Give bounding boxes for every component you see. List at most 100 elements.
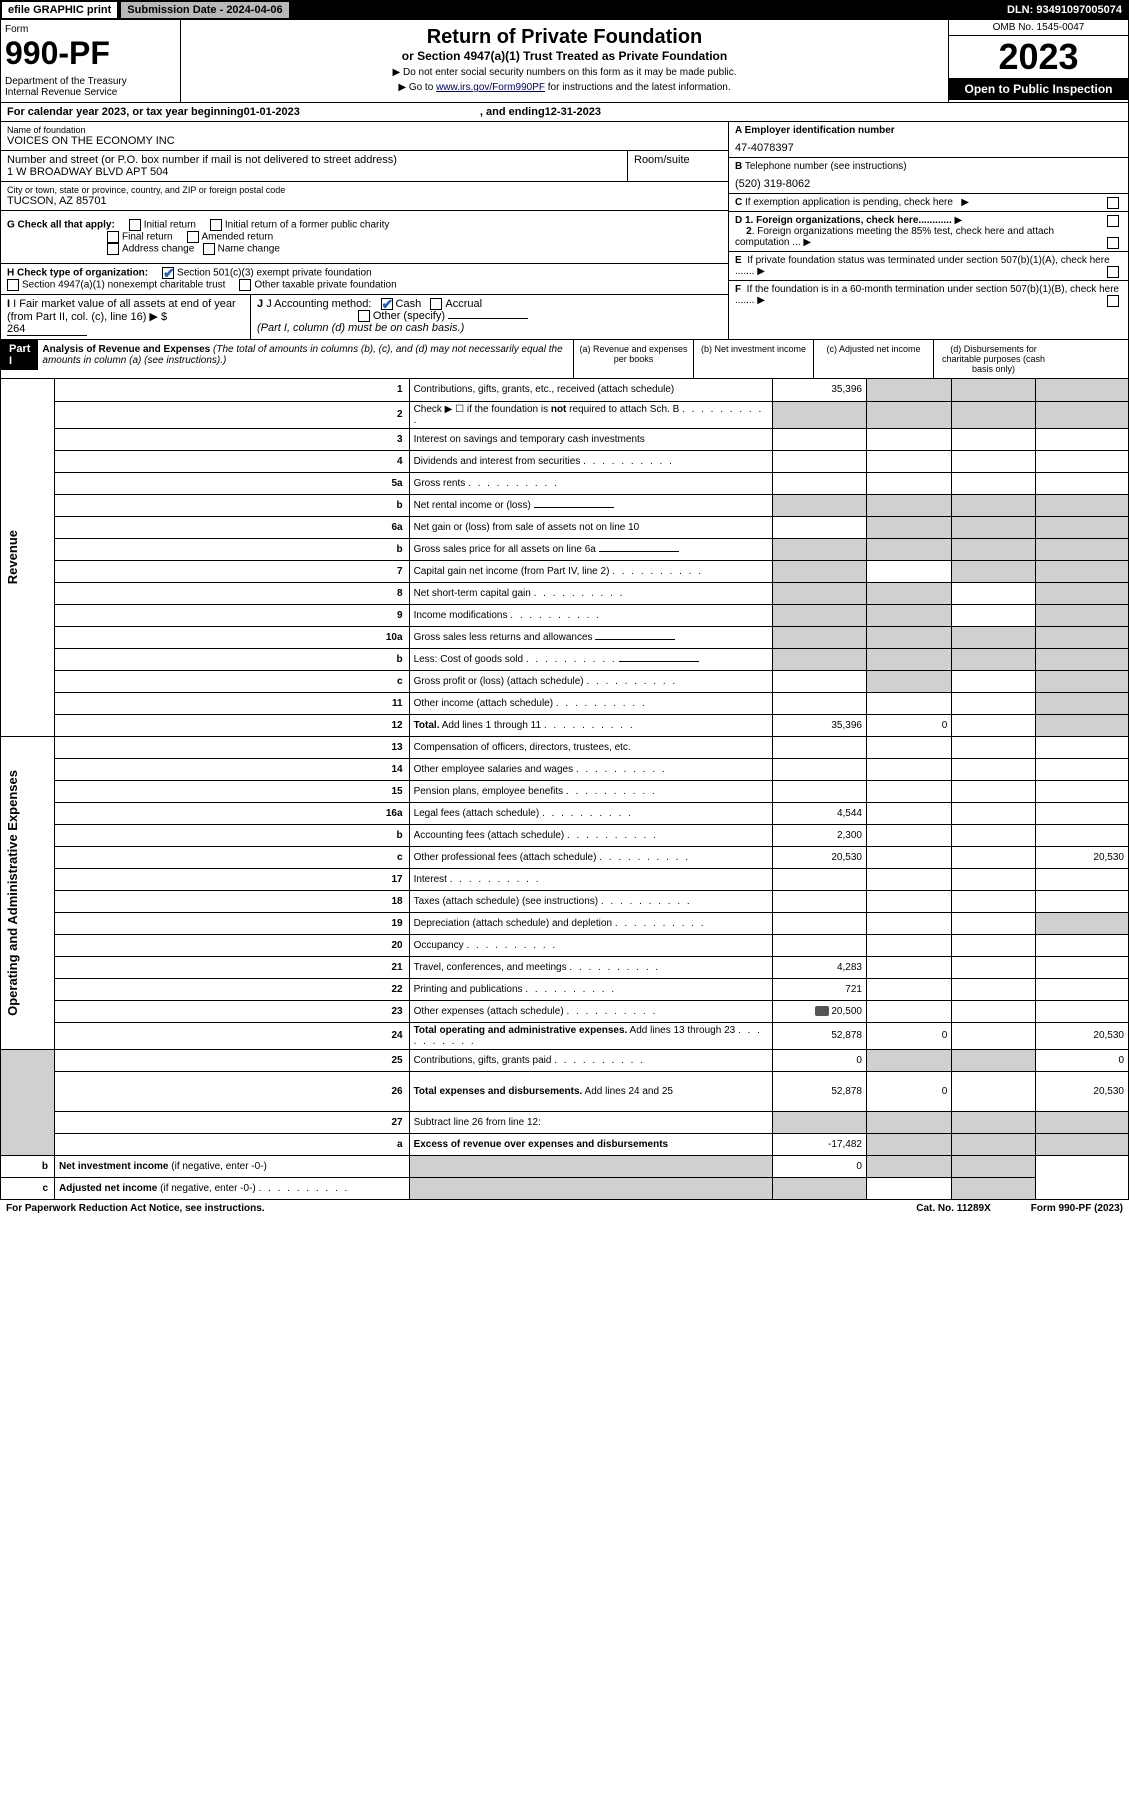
street-address: 1 W BROADWAY BLVD APT 504 — [7, 166, 621, 178]
value-cell — [866, 934, 951, 956]
value-cell — [1035, 401, 1128, 428]
checkbox-name[interactable] — [203, 243, 215, 255]
value-cell — [772, 670, 866, 692]
value-cell — [866, 780, 951, 802]
value-cell — [866, 1155, 951, 1177]
value-cell — [866, 978, 951, 1000]
value-cell: 2,300 — [772, 824, 866, 846]
address-row: Number and street (or P.O. box number if… — [1, 151, 728, 182]
efile-label[interactable]: efile GRAPHIC print — [1, 1, 118, 19]
table-row: 27Subtract line 26 from line 12: — [1, 1111, 1129, 1133]
section-c: C If exemption application is pending, c… — [729, 194, 1128, 212]
value-cell — [1035, 758, 1128, 780]
checkbox-accrual[interactable] — [430, 298, 442, 310]
value-cell — [952, 934, 1036, 956]
checkbox-f[interactable] — [1107, 295, 1119, 307]
value-cell: 0 — [866, 1022, 951, 1049]
value-cell — [1035, 538, 1128, 560]
value-cell — [772, 626, 866, 648]
attachment-icon[interactable] — [815, 1006, 829, 1016]
checkbox-501c3[interactable] — [162, 267, 174, 279]
checkbox-final[interactable] — [107, 231, 119, 243]
row-description: Total operating and administrative expen… — [409, 1022, 772, 1049]
year-end: 12-31-2023 — [545, 106, 601, 118]
irs-link[interactable]: www.irs.gov/Form990PF — [436, 82, 545, 93]
row-number: 22 — [55, 978, 410, 1000]
value-cell — [952, 1000, 1036, 1022]
value-cell — [952, 1133, 1036, 1155]
main-table: Revenue1Contributions, gifts, grants, et… — [0, 379, 1129, 1200]
value-cell — [1035, 670, 1128, 692]
value-cell — [1035, 802, 1128, 824]
row-number: 26 — [55, 1071, 410, 1111]
checkbox-other-method[interactable] — [358, 310, 370, 322]
checkbox-cash[interactable] — [381, 298, 393, 310]
row-description: Other expenses (attach schedule) — [409, 1000, 772, 1022]
value-cell — [1035, 824, 1128, 846]
checkbox-other-taxable[interactable] — [239, 279, 251, 291]
checkbox-4947[interactable] — [7, 279, 19, 291]
value-cell: 20,530 — [1035, 846, 1128, 868]
row-number: 7 — [55, 560, 410, 582]
row-number: 14 — [55, 758, 410, 780]
value-cell — [772, 912, 866, 934]
value-cell — [866, 1133, 951, 1155]
table-row: Operating and Administrative Expenses13C… — [1, 736, 1129, 758]
checkbox-e[interactable] — [1107, 266, 1119, 278]
row-description: Taxes (attach schedule) (see instruction… — [409, 890, 772, 912]
value-cell — [1035, 692, 1128, 714]
checkbox-d1[interactable] — [1107, 215, 1119, 227]
table-row: 20Occupancy — [1, 934, 1129, 956]
checkbox-d2[interactable] — [1107, 237, 1119, 249]
row-number: 9 — [55, 604, 410, 626]
value-cell — [952, 780, 1036, 802]
section-e: E If private foundation status was termi… — [729, 252, 1128, 281]
value-cell — [952, 824, 1036, 846]
value-cell — [772, 692, 866, 714]
row-number: 16a — [55, 802, 410, 824]
table-row: 22Printing and publications 721 — [1, 978, 1129, 1000]
checkbox-address[interactable] — [107, 243, 119, 255]
summary-section — [1, 1049, 55, 1155]
row-number: 24 — [55, 1022, 410, 1049]
value-cell — [952, 736, 1036, 758]
checkbox-initial-former[interactable] — [210, 219, 222, 231]
checkbox-amended[interactable] — [187, 231, 199, 243]
value-cell — [866, 604, 951, 626]
value-cell — [952, 648, 1036, 670]
checkbox-c[interactable] — [1107, 197, 1119, 209]
value-cell — [1035, 428, 1128, 450]
tax-year: 2023 — [949, 36, 1128, 78]
city-state-zip: TUCSON, AZ 85701 — [7, 195, 722, 207]
value-cell — [409, 1155, 772, 1177]
value-cell — [866, 692, 951, 714]
value-cell — [866, 472, 951, 494]
row-description: Gross sales price for all assets on line… — [409, 538, 772, 560]
info-left: Name of foundation VOICES ON THE ECONOMY… — [1, 122, 728, 339]
fmv-value: 264 — [7, 323, 87, 336]
value-cell — [952, 472, 1036, 494]
value-cell — [772, 758, 866, 780]
form-number: 990-PF — [5, 35, 176, 72]
omb-number: OMB No. 1545-0047 — [949, 20, 1128, 36]
value-cell — [1035, 890, 1128, 912]
row-number: 2 — [55, 401, 410, 428]
table-row: bLess: Cost of goods sold — [1, 648, 1129, 670]
row-description: Net investment income (if negative, ente… — [55, 1155, 410, 1177]
value-cell — [1035, 934, 1128, 956]
value-cell — [772, 868, 866, 890]
header-left: Form 990-PF Department of the TreasuryIn… — [1, 20, 181, 102]
row-description: Other professional fees (attach schedule… — [409, 846, 772, 868]
checkbox-initial[interactable] — [129, 219, 141, 231]
table-row: 24Total operating and administrative exp… — [1, 1022, 1129, 1049]
row-number: 13 — [55, 736, 410, 758]
table-row: 25Contributions, gifts, grants paid 00 — [1, 1049, 1129, 1071]
value-cell — [772, 934, 866, 956]
dln: DLN: 93491097005074 — [1001, 2, 1128, 18]
year-begin: 01-01-2023 — [244, 106, 300, 118]
row-number: 27 — [55, 1111, 410, 1133]
value-cell — [772, 780, 866, 802]
row-number: 4 — [55, 450, 410, 472]
table-row: Revenue1Contributions, gifts, grants, et… — [1, 379, 1129, 401]
ein-cell: A Employer identification number 47-4078… — [729, 122, 1128, 158]
